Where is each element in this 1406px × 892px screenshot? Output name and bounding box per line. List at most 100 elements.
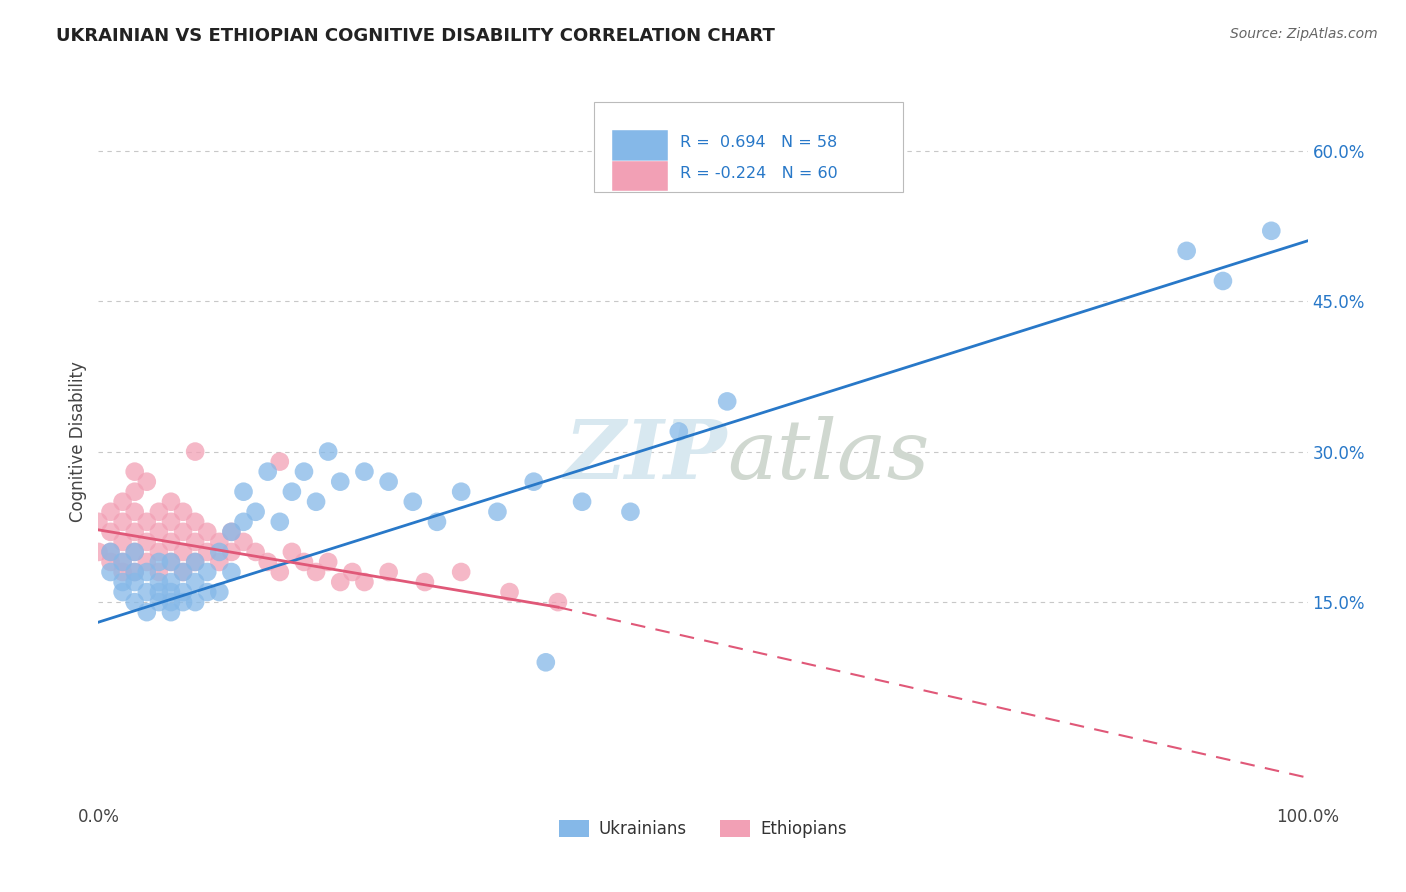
Point [111,575,134,590]
Point [256,555,278,569]
Point [124,565,146,579]
Point [160,585,183,599]
Point [135,605,157,619]
Point [329,475,352,489]
Point [148,585,170,599]
Point [160,555,183,569]
Point [195,524,218,539]
Point [668,425,690,439]
Point [195,585,218,599]
Point [208,585,231,599]
Point [87,515,110,529]
Point [402,494,425,508]
Point [160,575,183,590]
Point [184,555,207,569]
Point [172,565,194,579]
Point [172,524,194,539]
Point [232,535,254,549]
Point [160,555,183,569]
Point [184,535,207,549]
Point [100,545,122,559]
Point [342,565,364,579]
Point [426,515,449,529]
Point [172,545,194,559]
Legend: Ukrainians, Ethiopians: Ukrainians, Ethiopians [553,814,853,845]
Y-axis label: Cognitive Disability: Cognitive Disability [69,361,87,522]
Point [111,555,134,569]
Point [269,565,291,579]
Point [184,555,207,569]
Point [281,484,304,499]
Point [292,555,315,569]
Point [232,515,254,529]
Text: atlas: atlas [727,416,929,496]
Point [208,555,231,569]
Point [1260,224,1282,238]
Point [221,545,243,559]
Point [547,595,569,609]
Point [316,555,339,569]
Point [100,565,122,579]
Point [160,605,183,619]
Point [111,515,134,529]
Point [329,575,352,590]
Point [124,465,146,479]
Point [269,515,291,529]
Point [353,465,375,479]
Point [124,524,146,539]
Point [135,555,157,569]
Point [184,515,207,529]
Point [208,545,231,559]
Point [221,565,243,579]
Point [1212,274,1234,288]
Text: Source: ZipAtlas.com: Source: ZipAtlas.com [1230,27,1378,41]
Point [124,484,146,499]
Point [377,475,399,489]
Point [100,505,122,519]
Point [172,585,194,599]
Point [269,455,291,469]
Point [172,505,194,519]
Point [534,655,557,669]
Point [486,505,509,519]
Point [172,565,194,579]
Point [135,515,157,529]
Point [316,444,339,458]
Point [413,575,436,590]
Point [208,535,231,549]
Point [124,565,146,579]
Point [450,484,472,499]
Point [184,595,207,609]
Point [124,545,146,559]
Point [245,505,267,519]
Point [111,535,134,549]
Point [111,565,134,579]
Point [523,475,546,489]
Point [135,565,157,579]
Point [160,494,183,508]
Point [716,394,738,409]
Point [353,575,375,590]
Point [148,595,170,609]
Point [100,555,122,569]
Text: ZIP: ZIP [565,416,727,496]
Point [124,505,146,519]
Point [571,494,593,508]
Text: R = -0.224   N = 60: R = -0.224 N = 60 [681,166,838,181]
Point [305,494,328,508]
Point [160,595,183,609]
Point [87,545,110,559]
Point [292,465,315,479]
Text: R =  0.694   N = 58: R = 0.694 N = 58 [681,136,838,151]
FancyBboxPatch shape [595,102,903,193]
Point [281,545,304,559]
Point [160,535,183,549]
Point [111,585,134,599]
Point [148,545,170,559]
Point [498,585,520,599]
Point [184,444,207,458]
Point [256,465,278,479]
Point [377,565,399,579]
Point [111,555,134,569]
Point [221,524,243,539]
